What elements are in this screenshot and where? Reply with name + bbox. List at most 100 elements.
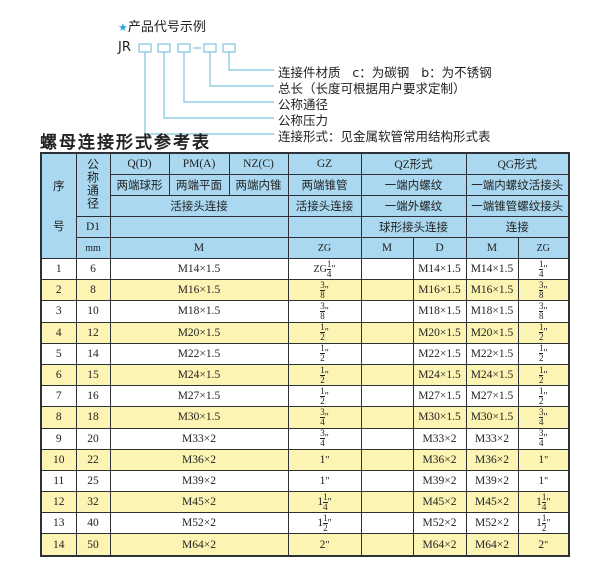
cell-qg-zg: 1 2 "	[517, 321, 570, 344]
cell-qz-d: M27×1.5	[412, 385, 467, 408]
desc-qz: 一端内螺纹	[360, 174, 467, 196]
table-row: 1 6 M14×1.5 ZG 1 4 " M14×1.5 M14×1.5 1 4 "	[40, 257, 570, 281]
cell-m: M14×1.5	[109, 257, 289, 281]
cell-no: 2	[40, 279, 77, 302]
cell-qg-m: M18×1.5	[465, 300, 519, 323]
desc-qz-ball: 球形接头连接	[360, 216, 467, 238]
desc-gz-joint: 活接头连接	[287, 195, 362, 217]
header-qz: QZ形式	[360, 152, 467, 175]
cell-qg-zg: 1 2 "	[517, 385, 570, 408]
cell-qz-d: M36×2	[412, 448, 467, 471]
cell-qg-zg: 1 1 4 "	[517, 491, 570, 514]
cell-dn: 14	[75, 342, 111, 365]
cell-zg: 3 8 "	[287, 300, 362, 323]
table-row: 5 14 M22×1.5 1 2 " M22×1.5 M22×1.5 1 2 "	[40, 342, 570, 365]
cell-qg-m: M52×2	[465, 512, 519, 535]
label-pressure: 公称压力	[278, 113, 329, 128]
code-box-4	[203, 43, 217, 53]
cell-dn: 10	[75, 300, 111, 323]
cell-qg-zg: 3 4 "	[517, 427, 570, 450]
cell-no: 12	[40, 491, 77, 514]
leader-line-material	[228, 52, 274, 71]
cell-qg-m: M16×1.5	[465, 279, 519, 302]
cell-qg-m: M20×1.5	[465, 321, 519, 344]
cell-qz-d: M22×1.5	[412, 342, 467, 365]
cell-qg-zg: 1 4 "	[517, 257, 570, 281]
cell-m: M24×1.5	[109, 363, 289, 387]
label-length: 总长（长度可根据用户要求定制）	[278, 81, 466, 96]
header-mm: mm	[75, 237, 111, 259]
desc-qg-taper: 一端锥管螺纹接头	[465, 195, 570, 217]
cell-qz-m	[360, 448, 414, 471]
cell-qz-d: M18×1.5	[412, 300, 467, 323]
code-box-1	[138, 43, 152, 53]
cell-no: 10	[40, 448, 77, 471]
code-box-2	[157, 43, 171, 53]
cell-qg-m: M33×2	[465, 427, 519, 450]
leader-line-diameter	[183, 52, 274, 103]
table-row: 3 10 M18×1.5 3 8 " M18×1.5 M18×1.5 3 8 "	[40, 300, 570, 323]
cell-qg-zg: 2"	[517, 533, 570, 557]
label-connection: 连接形式：见金属软管常用结构形式表	[278, 129, 491, 144]
cell-no: 1	[40, 257, 77, 281]
cell-qg-zg: 1"	[517, 448, 570, 471]
cell-no: 14	[40, 533, 77, 557]
cell-qg-zg: 1 1 2 "	[517, 512, 570, 535]
header-pma: PM(A)	[168, 152, 230, 175]
example-title-text: 产品代号示例	[127, 20, 206, 35]
table-row: 4 12 M20×1.5 1 2 " M20×1.5 M20×1.5 1 2 "	[40, 321, 570, 344]
header-qg-zg: ZG	[517, 237, 570, 259]
header-qd: Q(D)	[109, 152, 170, 175]
desc-qd: 两端球形	[109, 174, 170, 196]
cell-dn: 12	[75, 321, 111, 344]
cell-qg-m: M45×2	[465, 491, 519, 514]
cell-zg: 3 4 "	[287, 427, 362, 450]
desc-live-joint: 活接头连接	[109, 195, 289, 217]
cell-qz-d: M14×1.5	[412, 257, 467, 281]
cell-qz-m	[360, 533, 414, 557]
cell-no: 6	[40, 363, 77, 387]
cell-qg-m: M27×1.5	[465, 385, 519, 408]
header-zg: ZG	[287, 237, 362, 259]
leader-line-connection	[144, 52, 274, 135]
cell-dn: 25	[75, 469, 111, 493]
header-d1: D1	[75, 216, 111, 238]
table-row: 9 20 M33×2 3 4 " M33×2 M33×2 3 4 "	[40, 427, 570, 450]
code-diagram	[138, 43, 274, 135]
cell-m: M30×1.5	[109, 406, 289, 429]
table-row: 8 18 M30×1.5 3 4 " M30×1.5 M30×1.5 3 4 "	[40, 406, 570, 429]
cell-no: 4	[40, 321, 77, 344]
cell-qg-m: M36×2	[465, 448, 519, 471]
cell-qz-m	[360, 469, 414, 493]
leader-line-pressure	[163, 52, 274, 119]
cell-qz-m	[360, 257, 414, 281]
table-row: 11 25 M39×2 1" M39×2 M39×2 1"	[40, 469, 570, 493]
cell-qz-d: M30×1.5	[412, 406, 467, 429]
page-title: 螺母连接形式参考表	[40, 133, 211, 153]
header-m: M	[109, 237, 289, 259]
cell-dn: 20	[75, 427, 111, 450]
cell-zg: ZG 1 4 "	[287, 257, 362, 281]
desc-qz-ext: 一端外螺纹	[360, 195, 467, 217]
leader-line-length	[209, 52, 274, 87]
cell-qg-m: M22×1.5	[465, 342, 519, 365]
cell-qg-zg: 3 8 "	[517, 279, 570, 302]
